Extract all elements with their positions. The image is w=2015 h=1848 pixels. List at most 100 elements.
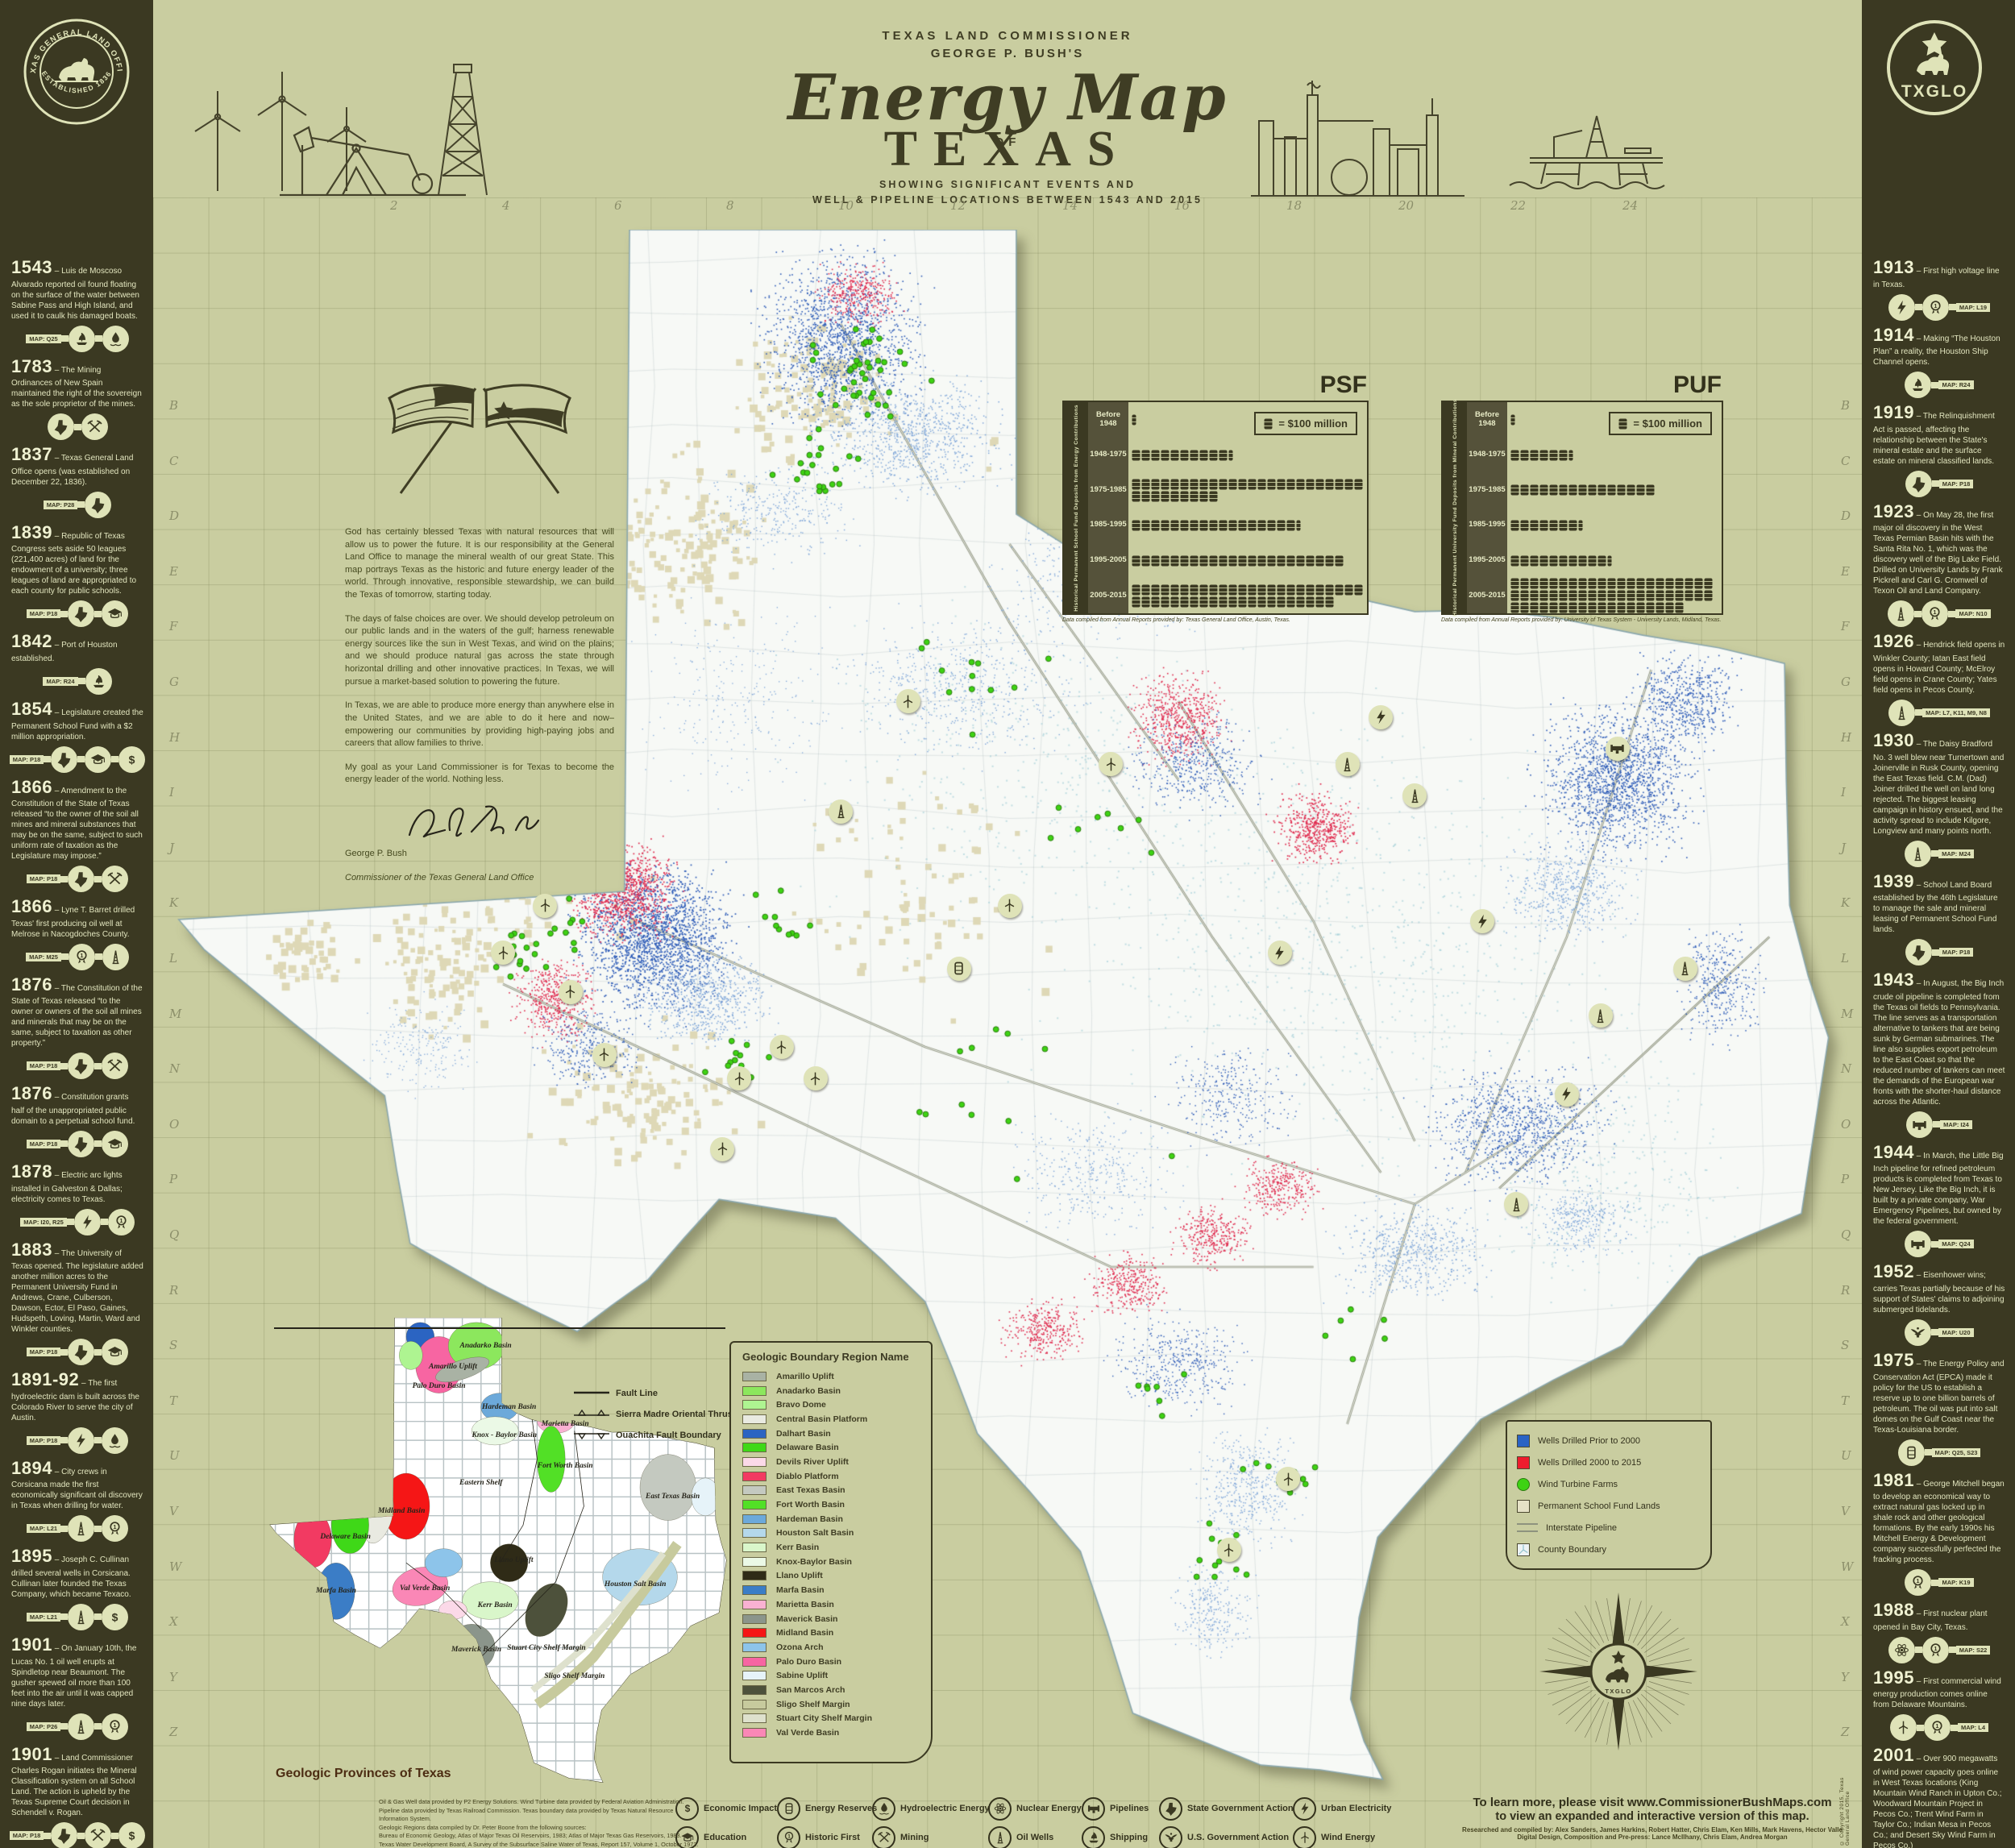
chart-unit-legend: = $100 million bbox=[1254, 412, 1357, 435]
chart-category: Before 1948 bbox=[1088, 402, 1128, 438]
timeline-entry-1988: 1988 – First nuclear plant opened in Bay… bbox=[1873, 1599, 2005, 1663]
grid-letter: Q bbox=[1841, 1227, 1851, 1242]
timeline-icon-row: MAP: P18 bbox=[11, 1426, 143, 1454]
urban-electricity-marker-icon bbox=[1267, 941, 1292, 965]
grid-letter: L bbox=[1841, 951, 1849, 966]
connector bbox=[94, 1613, 102, 1621]
txglo-logo: TXGLO bbox=[1884, 18, 1984, 122]
connector bbox=[60, 1613, 69, 1621]
chart-barrels bbox=[1507, 508, 1722, 543]
connector bbox=[1948, 1647, 1956, 1654]
chart-category: 2005-2015 bbox=[1467, 578, 1507, 614]
color-swatch bbox=[742, 1613, 767, 1624]
timeline-entry-1995: 1995 – First commercial wind energy prod… bbox=[1873, 1667, 2005, 1742]
grid-letter: Z bbox=[169, 1725, 178, 1740]
chart-barrels bbox=[1507, 578, 1722, 613]
event-icon-legend: $ Economic Impact Energy Reserves Hydroelec… bbox=[675, 1794, 1414, 1848]
geologic-legend-item: East Texas Basin bbox=[742, 1484, 920, 1498]
legend-item-state-government-action: State Government Action bbox=[1159, 1794, 1294, 1823]
timeline-entry-1914: 1914 – Making “The Houston Plan” a reali… bbox=[1873, 324, 2005, 399]
star-icon bbox=[1922, 32, 1947, 56]
state-government-action-icon bbox=[68, 1339, 95, 1366]
map-ref-badge: MAP: I20, R25 bbox=[20, 1217, 67, 1227]
timeline-entry-1883: 1883 – The University of Texas opened. T… bbox=[11, 1239, 143, 1366]
region-name: Amarillo Uplift bbox=[776, 1371, 834, 1381]
star-icon bbox=[1611, 1651, 1626, 1664]
timeline-entry-1894: 1894 – City crews in Corsicana made the … bbox=[11, 1457, 143, 1543]
map-ref-badge: MAP: N10 bbox=[1955, 609, 1991, 619]
wind-energy-icon bbox=[1890, 1714, 1917, 1742]
geologic-boundary-legend: Geologic Boundary Region Name Amarillo U… bbox=[729, 1341, 933, 1763]
timeline-text: 1839 – Republic of Texas Congress sets a… bbox=[11, 521, 137, 596]
grid-letter: U bbox=[169, 1448, 180, 1464]
timeline-entry-1866: 1866 – Amendment to the Constitution of … bbox=[11, 776, 143, 893]
geologic-legend-item: Midland Basin bbox=[742, 1626, 920, 1640]
timeline-icon-row: MAP: Q25, S23 bbox=[1873, 1439, 2005, 1466]
timeline-year: 1975 bbox=[1873, 1349, 1914, 1370]
fault-legend: Fault Line Sierra Madre Oriental Thrust F… bbox=[574, 1383, 759, 1446]
wind-energy-marker-icon bbox=[997, 893, 1022, 918]
timeline-entry-1930: 1930 – The Daisy Bradford No. 3 well ble… bbox=[1873, 729, 2005, 867]
historic-first-icon: 1 bbox=[1922, 600, 1949, 628]
economic-impact-icon: $ bbox=[675, 1796, 699, 1821]
timeline-text: 1894 – City crews in Corsicana made the … bbox=[11, 1457, 143, 1511]
connector bbox=[1914, 610, 1922, 617]
region-name: Hardeman Basin bbox=[776, 1514, 843, 1524]
region-name: Kerr Basin bbox=[776, 1543, 820, 1553]
timeline-year: 1930 bbox=[1873, 729, 1914, 750]
grid-letter: V bbox=[1841, 1504, 1850, 1518]
color-swatch bbox=[742, 1713, 767, 1724]
oil-wells-icon bbox=[68, 1515, 95, 1543]
grid-number: 14 bbox=[1062, 198, 1078, 213]
wells-legend-item: Permanent School Fund Lands bbox=[1517, 1495, 1701, 1517]
credit-line: Geologic Regions data compiled by Dr. Pe… bbox=[379, 1823, 587, 1831]
grid-letter: D bbox=[169, 509, 180, 524]
chart-category: 1948-1975 bbox=[1467, 437, 1507, 473]
credit-line: Pipeline data provided by Texas Railroad… bbox=[379, 1806, 674, 1823]
learn-more-url[interactable]: To learn more, please visit www.Commissi… bbox=[1473, 1796, 1832, 1809]
timeline-entry-1981: 1981 – George Mitchell began to develop … bbox=[1873, 1469, 2005, 1597]
color-swatch bbox=[742, 1485, 767, 1496]
chart-barrels bbox=[1128, 402, 1367, 438]
geologic-legend-item: Houston Salt Basin bbox=[742, 1526, 920, 1541]
ouachita-swatch bbox=[574, 1433, 609, 1440]
energy-reserves-icon bbox=[1897, 1439, 1925, 1466]
grid-letter: X bbox=[169, 1614, 178, 1630]
grid-letter: C bbox=[169, 453, 179, 468]
connector bbox=[94, 953, 102, 961]
timeline-entry-1842: 1842 – Port of Houston established. MAP: … bbox=[11, 630, 143, 695]
wind-energy-icon bbox=[1293, 1825, 1316, 1848]
timeline-icon-row: 1 MAP: S22 bbox=[1873, 1636, 2005, 1663]
connector bbox=[1948, 610, 1956, 617]
chart-footnote: Data compiled from Annual Reports provid… bbox=[1441, 617, 1722, 623]
grid-letter: C bbox=[1841, 453, 1851, 468]
wind-energy-marker-icon bbox=[1099, 752, 1124, 776]
inset-region-label: Houston Salt Basin bbox=[604, 1580, 667, 1588]
chart-row: 1985-1995 bbox=[1088, 508, 1367, 543]
color-swatch bbox=[742, 1556, 767, 1567]
grid-number: 6 bbox=[614, 198, 622, 213]
state-government-action-icon bbox=[68, 1130, 95, 1157]
wells-legend-label: County Boundary bbox=[1538, 1544, 1606, 1555]
grid-letter: K bbox=[1841, 895, 1851, 911]
timeline-icon-row: 1 MAP: N10 bbox=[1873, 600, 2005, 628]
grid-letter: V bbox=[169, 1504, 178, 1518]
color-swatch bbox=[742, 1543, 767, 1553]
inset-region-label: Midland Basin bbox=[378, 1506, 426, 1515]
timeline-text: 1914 – Making “The Houston Plan” a reali… bbox=[1873, 324, 2000, 368]
timeline-entry-1837: 1837 – Texas General Land Office opens (… bbox=[11, 443, 143, 518]
color-swatch bbox=[742, 1414, 767, 1424]
connector bbox=[1931, 480, 1939, 488]
inset-region-label: Llano Uplift bbox=[494, 1556, 534, 1565]
geologic-legend-item: Ozona Arch bbox=[742, 1640, 920, 1655]
map-ref-badge: MAP: R24 bbox=[43, 676, 78, 686]
wind-energy-marker-icon bbox=[558, 979, 583, 1004]
historic-first-icon: 1 bbox=[1905, 1569, 1932, 1597]
timeline-entry-1901: 1901 – Land Commissioner Charles Rogan i… bbox=[9, 1743, 146, 1848]
timeline-year: 1919 bbox=[1873, 402, 1914, 423]
map-ref-badge: MAP: M24 bbox=[1938, 849, 1974, 858]
timeline-text: 1913 – First high voltage line in Texas. bbox=[1873, 257, 2000, 289]
wind-energy-marker-icon bbox=[1216, 1538, 1241, 1562]
connector bbox=[60, 1525, 69, 1532]
svg-text:1: 1 bbox=[1934, 1645, 1937, 1652]
